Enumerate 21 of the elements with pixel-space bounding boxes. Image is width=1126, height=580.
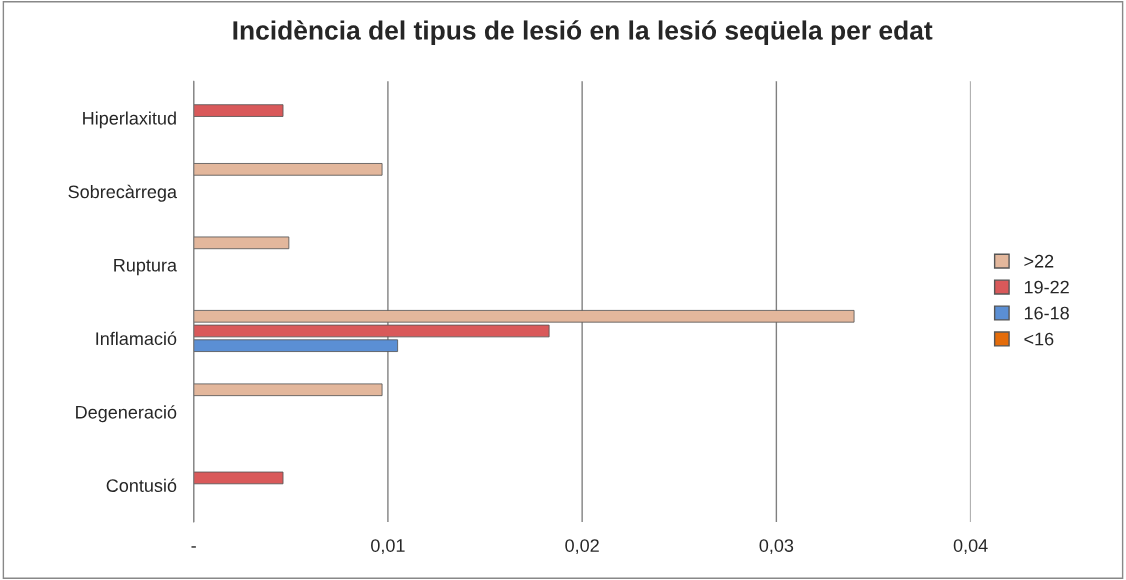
- bar: [193, 104, 284, 117]
- legend-label: 19-22: [1024, 280, 1069, 294]
- y-tick-label: Hiperlaxitud: [83, 111, 176, 129]
- legend-label: <16: [1024, 332, 1054, 346]
- bar: [193, 236, 290, 250]
- x-tick-label: 0,01: [371, 539, 405, 555]
- x-tick-label: -: [191, 546, 196, 548]
- x-tick-label: 0,04: [953, 539, 988, 555]
- y-tick-label: Contusió: [106, 478, 177, 492]
- y-tick-label: Degeneració: [76, 405, 177, 423]
- legend-label: >22: [1024, 254, 1054, 268]
- bar: [193, 471, 284, 485]
- x-tick-label: 0,02: [565, 539, 599, 555]
- y-tick-label: Inflamació: [96, 331, 177, 346]
- y-tick-label: Sobrecàrrega: [68, 184, 178, 202]
- y-tick-label: Ruptura: [114, 258, 178, 276]
- legend-label: 16-18: [1024, 306, 1069, 320]
- bar: [193, 163, 383, 176]
- x-tick-label: 0,03: [759, 539, 794, 555]
- chart-title: Incidència del tipus de lesió en la lesió seqüela per edat: [233, 20, 933, 46]
- bar: [193, 383, 383, 397]
